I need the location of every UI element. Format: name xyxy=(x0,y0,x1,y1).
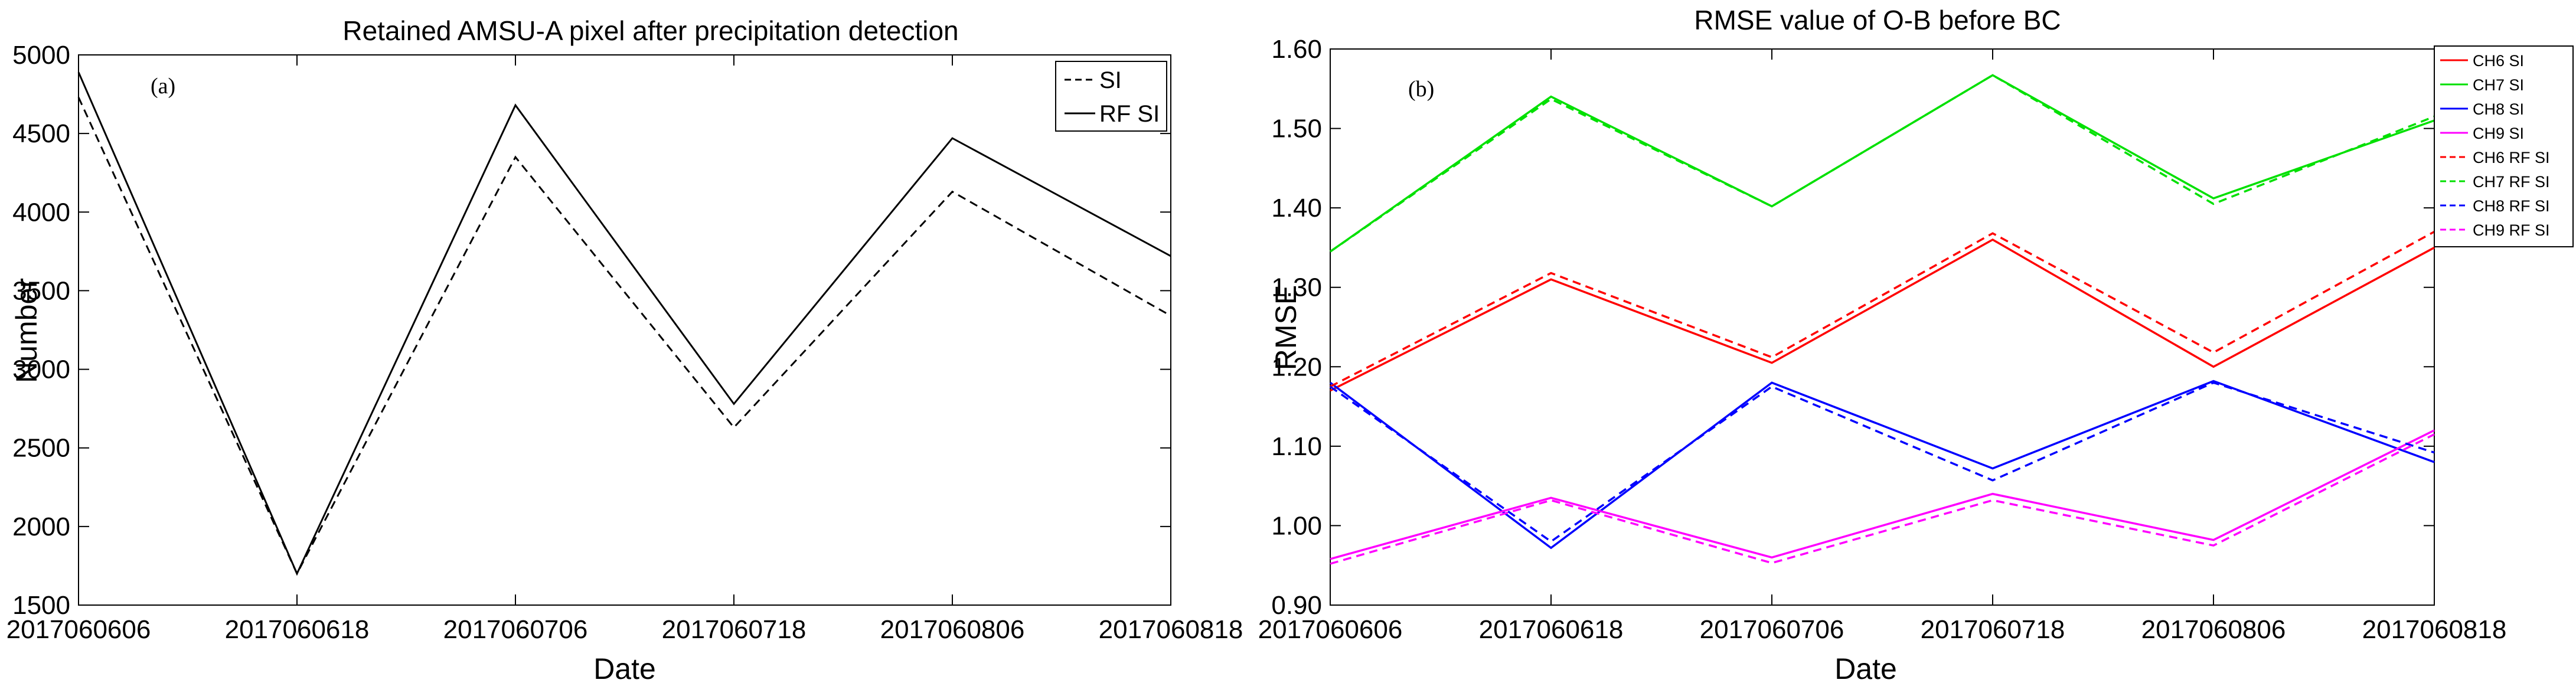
panel-a-x-tick-label: 2017060606 xyxy=(6,615,151,644)
panel-a-series-line-si xyxy=(77,97,1171,576)
panel-b-x-tick-label: 2017060606 xyxy=(1258,615,1403,644)
panel-b-series-line-ch8-rf-si xyxy=(1329,381,2435,543)
panel-b-x-label: Date xyxy=(1834,652,1897,685)
panel-b-legend-label: CH9 RF SI xyxy=(2473,221,2550,239)
panel-a-y-tick-label: 4500 xyxy=(12,119,70,148)
panel-b-x-tick-label: 2017060718 xyxy=(1921,615,2065,644)
panel-b-y-axis: 0.90 1.00 1.10 1.20 1.30 1.40 1.50 1.60 xyxy=(1271,35,2434,620)
panel-b-y-tick-label: 1.00 xyxy=(1271,511,1322,540)
panel-a-y-tick-label: 2000 xyxy=(12,512,70,541)
panel-a-x-axis: 2017060606 2017060618 2017060706 2017060718… xyxy=(6,55,1243,644)
panel-a-series xyxy=(77,71,1171,576)
panel-a-x-tick-label: 2017060806 xyxy=(880,615,1025,644)
panel-b-x-tick-label: 2017060706 xyxy=(1700,615,1844,644)
panel-a-y-tick-label: 2500 xyxy=(12,434,70,463)
panel-a-x-tick-label: 2017060706 xyxy=(443,615,588,644)
panel-b-legend-label: CH7 RF SI xyxy=(2473,173,2550,191)
panel-a-x-tick-label: 2017060618 xyxy=(225,615,370,644)
panel-b-series-line-ch9-rf-si xyxy=(1330,433,2435,565)
panel-b-legend-label: CH8 RF SI xyxy=(2473,197,2550,215)
panel-b-legend: CH6 SI CH7 SI CH8 SI CH9 SI CH6 RF SI CH7 RF … xyxy=(2434,45,2574,247)
panel-b-y-label: RMSE xyxy=(1269,285,1302,370)
panel-b-legend-label: CH7 SI xyxy=(2473,76,2524,94)
panel-b-y-tick-label: 0.90 xyxy=(1271,591,1322,620)
panel-a-y-tick-label: 1500 xyxy=(12,591,70,620)
panel-b-x-tick-label: 2017060818 xyxy=(2362,615,2507,644)
panel-a: Retained AMSU-A pixel after precipitatio… xyxy=(6,15,1243,685)
panel-a-label: (a) xyxy=(151,74,175,99)
panel-b-y-tick-label: 1.30 xyxy=(1271,273,1322,302)
panel-a-title: Retained AMSU-A pixel after precipitatio… xyxy=(342,15,958,46)
panel-b-legend-label: CH9 SI xyxy=(2473,125,2524,142)
panel-a-legend-label-rf-si: RF SI xyxy=(1099,101,1160,127)
panel-b-x-tick-label: 2017060618 xyxy=(1479,615,1624,644)
panel-b-y-tick-label: 1.50 xyxy=(1271,115,1322,143)
panel-b-y-tick-label: 1.40 xyxy=(1271,194,1322,223)
panel-a-series-line-rf-si xyxy=(77,71,1171,576)
panel-a-legend-box xyxy=(1055,61,1167,132)
panel-a-y-tick-label: 5000 xyxy=(12,41,70,70)
panel-a-y-tick-label: 4000 xyxy=(12,198,70,227)
panel-a-legend-label-si: SI xyxy=(1099,67,1122,93)
panel-b-legend-label: CH6 SI xyxy=(2473,52,2524,70)
panel-a-x-label: Date xyxy=(593,652,656,685)
panel-a-y-tick-label: 3000 xyxy=(12,355,70,384)
panel-a-legend: SI RF SI xyxy=(1055,61,1167,132)
panel-a-y-axis: 1500 2000 2500 3000 3500 4000 4500 5000 xyxy=(12,41,1171,620)
panel-b-series xyxy=(1329,74,2435,565)
panel-b-series-line-ch9-si xyxy=(1330,429,2435,560)
panel-b-series-line-ch7-rf-si xyxy=(1330,74,2435,253)
panel-b-y-tick-label: 1.60 xyxy=(1271,35,1322,64)
panel-b-y-tick-label: 1.10 xyxy=(1271,432,1322,461)
panel-b: RMSE value of O-B before BC (b) 0.90 1.00… xyxy=(1258,5,2574,685)
panel-b-x-axis: 2017060606 2017060618 2017060706 2017060718… xyxy=(1258,49,2507,644)
panel-b-plot-frame xyxy=(1330,48,2435,606)
panel-b-series-line-ch6-si xyxy=(1330,238,2435,392)
panel-a-y-tick-label: 3500 xyxy=(12,276,70,305)
panel-b-legend-box xyxy=(2434,45,2574,247)
panel-b-y-tick-label: 1.20 xyxy=(1271,352,1322,381)
panel-b-label: (b) xyxy=(1408,77,1434,102)
panel-b-title: RMSE value of O-B before BC xyxy=(1694,5,2061,35)
panel-a-x-tick-label: 2017060718 xyxy=(662,615,807,644)
panel-b-x-tick-label: 2017060806 xyxy=(2141,615,2286,644)
panel-a-plot-frame xyxy=(78,54,1171,606)
panel-a-x-tick-label: 2017060818 xyxy=(1099,615,1243,644)
panel-a-y-label: Number xyxy=(10,278,43,383)
panel-b-legend-label: CH6 RF SI xyxy=(2473,149,2550,166)
panel-b-series-line-ch6-rf-si xyxy=(1330,230,2435,388)
panel-b-legend-label: CH8 SI xyxy=(2473,100,2524,118)
